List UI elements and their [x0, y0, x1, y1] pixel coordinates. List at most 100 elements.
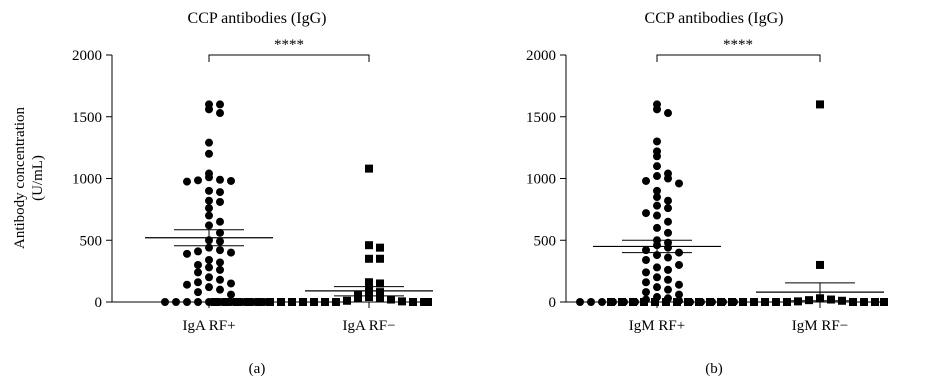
panel-b-point [629, 298, 637, 306]
panel-a-point [376, 279, 384, 288]
panel-b-point [587, 298, 595, 306]
panel-b-point [695, 298, 703, 306]
panel-a-label: (a) [249, 361, 266, 377]
panel-a-point [216, 228, 224, 237]
panel-a-point [365, 293, 373, 302]
panel-a-point [194, 247, 202, 256]
panel-a-significance-bracket [208, 54, 370, 62]
panel-b-point [653, 211, 661, 220]
panel-a-point [205, 105, 213, 114]
panel-b-point [653, 152, 661, 161]
panel-a-point [216, 258, 224, 267]
panel-b-point [675, 280, 683, 289]
panel-a-point [183, 298, 191, 306]
panel-a-point [387, 295, 395, 304]
panel-b-point [761, 298, 769, 306]
panel-b-point [675, 179, 683, 188]
panel-a-point [194, 298, 202, 306]
panel-a-point [376, 243, 384, 252]
panel-b-point [664, 217, 672, 226]
panel-b-point [664, 174, 672, 183]
panel-b-y-tick-label: 1500 [526, 110, 556, 126]
panel-b-point [642, 176, 650, 185]
panel-a-ylabel-line1: Antibody concentration [12, 106, 28, 249]
panel-b-category-2-label: IgM RF− [792, 318, 848, 334]
panel-a-point [424, 298, 432, 306]
panel-a-point [227, 248, 235, 257]
panel-a-point [205, 186, 213, 195]
panel-a-category-1-label: IgA RF+ [182, 318, 235, 334]
panel-b-point [673, 298, 681, 306]
panel-a-y-tick-label: 2000 [72, 48, 102, 64]
panel-a-y-tick-label: 0 [95, 295, 103, 311]
panel-a-point [194, 278, 202, 287]
panel-a-point [233, 298, 241, 306]
panel-b-point [816, 260, 824, 269]
panel-b-point [653, 193, 661, 202]
panel-a-point [194, 176, 202, 185]
panel-b-y-tick-label: 1000 [526, 172, 556, 188]
panel-b-point [653, 172, 661, 181]
panel-a-point [183, 249, 191, 258]
panel-b-significance-bracket [656, 54, 821, 62]
panel-a-point [277, 298, 285, 306]
panel-a-point [216, 175, 224, 184]
panel-b-label: (b) [705, 361, 723, 377]
panel-b-point [664, 243, 672, 252]
panel-a-point [216, 109, 224, 118]
panel-a-y-tick-label: 1500 [72, 110, 102, 126]
panel-a-point [216, 217, 224, 226]
panel-a-point [332, 298, 340, 306]
panel-b-point [598, 298, 606, 306]
panel-b-point [675, 290, 683, 299]
panel-a-point [376, 288, 384, 297]
panel-a-point [216, 237, 224, 246]
panel-a-point [205, 221, 213, 230]
panel-b-significance: **** [723, 37, 753, 53]
panel-b-point [642, 268, 650, 277]
panel-b-point [684, 298, 692, 306]
panel-b-point [618, 298, 626, 306]
panel-b-point [651, 298, 659, 306]
panel-a-point [398, 297, 406, 306]
panel-a-point [216, 197, 224, 206]
panel-b-point [664, 228, 672, 237]
panel-b-point [664, 253, 672, 262]
panel-a-point [365, 241, 373, 250]
panel-b-point [805, 296, 813, 305]
panel-a-point [183, 280, 191, 289]
panel-a-point [172, 298, 180, 306]
panel-b-point [827, 295, 835, 304]
panel-a-point [205, 196, 213, 205]
panel-b-point [664, 204, 672, 213]
panel-b-point [772, 298, 780, 306]
panel-a-point [211, 298, 219, 306]
panel-b-point [653, 223, 661, 232]
panel-a-point [244, 298, 252, 306]
panel-a-point [376, 254, 384, 263]
panel-b-point [717, 298, 725, 306]
panel-a-point [194, 268, 202, 277]
panel-b-point [880, 298, 888, 306]
panel-b-point [664, 196, 672, 205]
plot-layer: 0 500 1000 1500 2000 0 500 1000 1500 2000 [72, 48, 888, 311]
panel-a-point [343, 296, 351, 305]
panel-a-y-tick-label: 1000 [72, 172, 102, 188]
panel-a-significance: **** [274, 37, 304, 53]
panel-a-point [216, 246, 224, 255]
panel-b-point [794, 297, 802, 306]
panel-a-point [183, 177, 191, 186]
panel-b-point [860, 298, 868, 306]
panel-a-point [205, 173, 213, 182]
panel-b-point [642, 278, 650, 287]
panel-b-point [653, 105, 661, 114]
panel-a-point [409, 298, 417, 306]
panel-b-title: CCP antibodies (IgG) [645, 10, 784, 27]
panel-a-point [216, 275, 224, 284]
panel-b-point [607, 298, 615, 306]
panel-a-point [321, 298, 329, 306]
panel-a-point [288, 298, 296, 306]
panel-b-point [750, 298, 758, 306]
panel-b-point [728, 298, 736, 306]
